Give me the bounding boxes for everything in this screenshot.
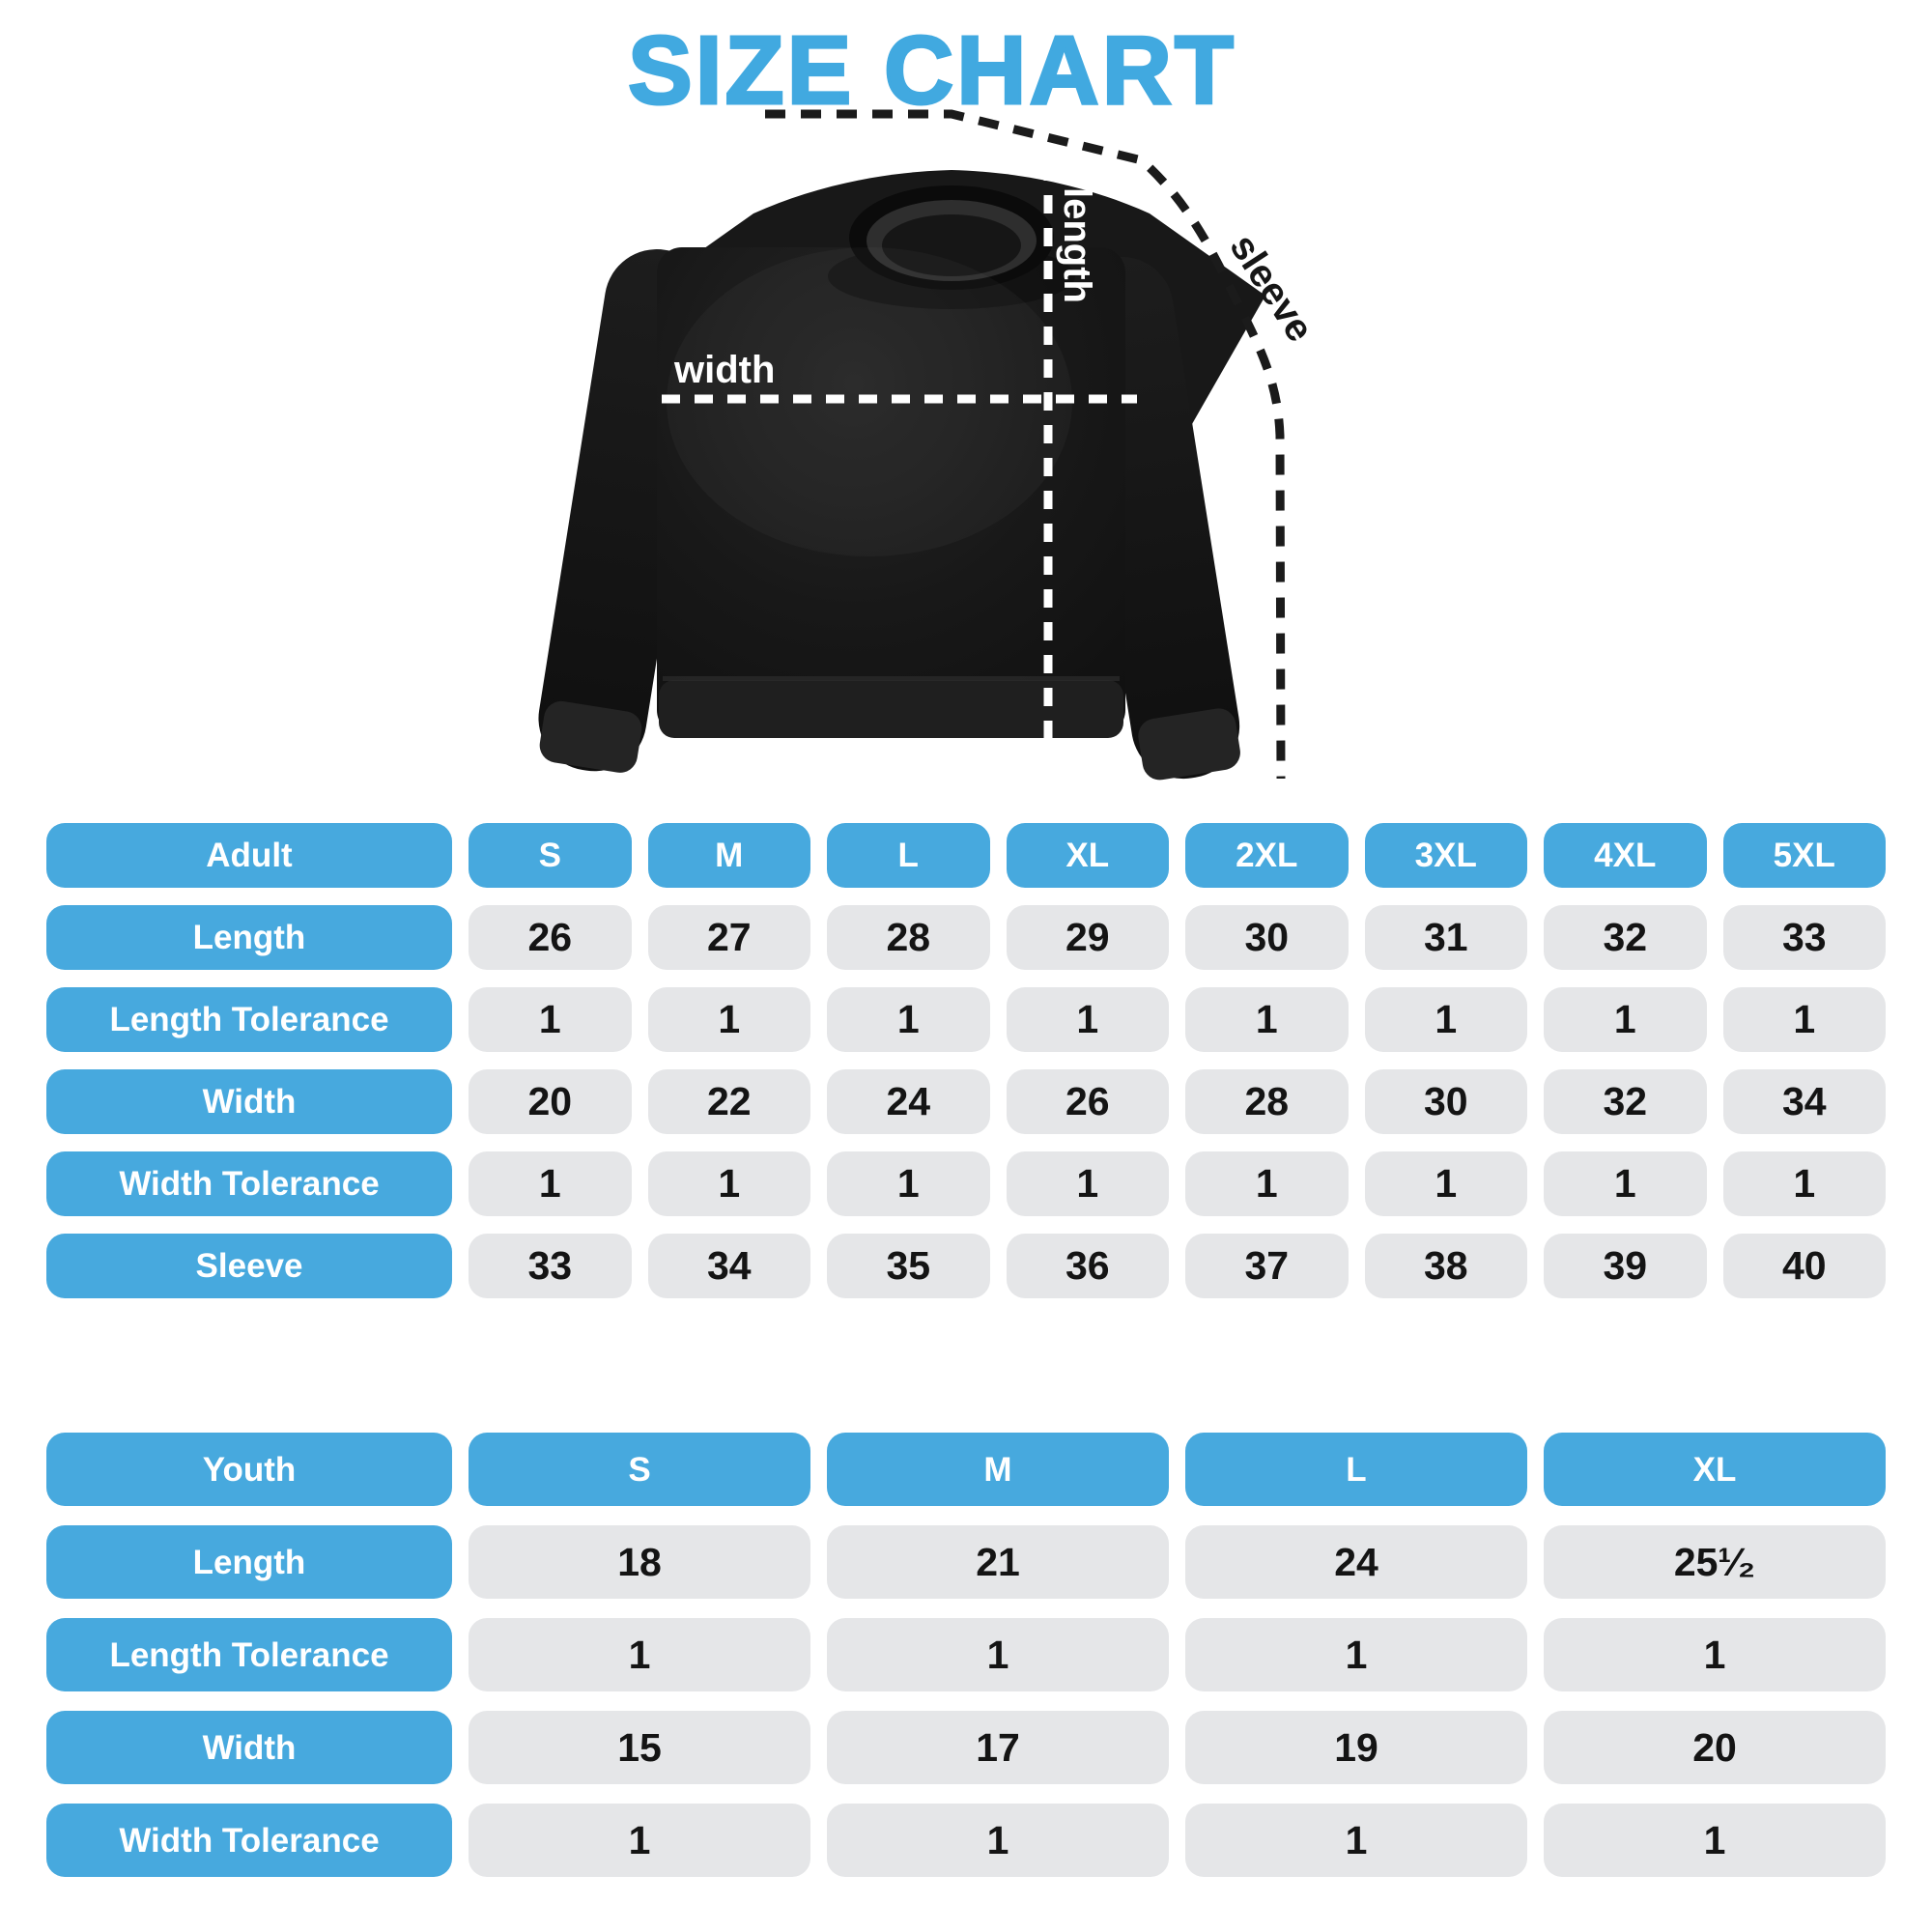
youth-size-table: Youth S M L XL Length 18 21 24 25¹⁄₂ Length Tolera… (46, 1433, 1886, 1877)
page-title: SIZE CHART (627, 15, 1236, 127)
size-value-cell: 17 (827, 1711, 1169, 1784)
size-column-header: XL (1544, 1433, 1886, 1506)
left-cuff (539, 700, 642, 773)
size-value-cell: 1 (1364, 1151, 1527, 1216)
size-value-cell: 1 (1185, 1618, 1527, 1691)
size-value-cell: 1 (1185, 1804, 1527, 1877)
size-value-cell: 1 (1364, 987, 1527, 1052)
hem-seam (663, 676, 1120, 681)
size-value-cell: 29 (1006, 905, 1169, 970)
size-value-cell: 1 (469, 1151, 632, 1216)
row-label: Width Tolerance (46, 1804, 452, 1877)
size-value-cell: 1 (827, 1804, 1169, 1877)
size-value-cell: 1 (1544, 1618, 1886, 1691)
size-column-header: XL (1006, 823, 1169, 888)
size-value-cell: 21 (827, 1525, 1169, 1599)
size-value-cell: 15 (469, 1711, 810, 1784)
size-column-header: M (827, 1433, 1169, 1506)
size-value-cell: 27 (647, 905, 810, 970)
size-value-cell: 25¹⁄₂ (1544, 1525, 1886, 1599)
size-value-cell: 1 (827, 1151, 990, 1216)
size-column-header: M (647, 823, 810, 888)
size-value-cell: 39 (1544, 1234, 1707, 1298)
size-value-cell: 1 (1722, 1151, 1886, 1216)
size-column-header: L (827, 823, 990, 888)
size-column-header: 4XL (1544, 823, 1707, 888)
size-value-cell: 24 (827, 1069, 990, 1134)
row-label: Length Tolerance (46, 1618, 452, 1691)
size-value-cell: 1 (827, 987, 990, 1052)
shirt-torso (657, 247, 1125, 735)
size-value-cell: 24 (1185, 1525, 1527, 1599)
table-title-cell: Adult (46, 823, 452, 888)
size-column-header: S (469, 823, 632, 888)
size-value-cell: 28 (1185, 1069, 1349, 1134)
row-label: Width (46, 1711, 452, 1784)
row-label: Width (46, 1069, 452, 1134)
size-value-cell: 1 (1722, 987, 1886, 1052)
size-value-cell: 1 (1544, 987, 1707, 1052)
size-value-cell: 34 (647, 1234, 810, 1298)
size-value-cell: 19 (1185, 1711, 1527, 1784)
size-value-cell: 1 (827, 1618, 1169, 1691)
size-value-cell: 26 (1006, 1069, 1169, 1134)
size-value-cell: 18 (469, 1525, 810, 1599)
right-cuff (1138, 708, 1240, 781)
row-label: Sleeve (46, 1234, 452, 1298)
size-value-cell: 1 (1544, 1804, 1886, 1877)
size-column-header: 5XL (1722, 823, 1886, 888)
size-value-cell: 1 (1185, 1151, 1349, 1216)
size-value-cell: 1 (647, 1151, 810, 1216)
size-value-cell: 28 (827, 905, 990, 970)
size-value-cell: 1 (647, 987, 810, 1052)
row-label: Length Tolerance (46, 987, 452, 1052)
size-value-cell: 20 (1544, 1711, 1886, 1784)
size-value-cell: 33 (1722, 905, 1886, 970)
size-value-cell: 40 (1722, 1234, 1886, 1298)
table-title-cell: Youth (46, 1433, 452, 1506)
size-value-cell: 35 (827, 1234, 990, 1298)
length-label: length (1056, 187, 1098, 303)
size-value-cell: 1 (1544, 1151, 1707, 1216)
size-value-cell: 1 (469, 1618, 810, 1691)
size-value-cell: 34 (1722, 1069, 1886, 1134)
sweatshirt-illustration: width length sleeve (538, 109, 1314, 781)
size-value-cell: 30 (1185, 905, 1349, 970)
size-value-cell: 1 (469, 1804, 810, 1877)
size-value-cell: 20 (469, 1069, 632, 1134)
row-label: Width Tolerance (46, 1151, 452, 1216)
shirt-hem-band (659, 680, 1123, 738)
size-column-header: 3XL (1364, 823, 1527, 888)
size-value-cell: 26 (469, 905, 632, 970)
size-value-cell: 37 (1185, 1234, 1349, 1298)
row-label: Length (46, 1525, 452, 1599)
size-column-header: S (469, 1433, 810, 1506)
sleeve-measure-line (765, 109, 1286, 780)
size-value-cell: 22 (647, 1069, 810, 1134)
size-value-cell: 36 (1006, 1234, 1169, 1298)
size-column-header: 2XL (1185, 823, 1349, 888)
size-column-header: L (1185, 1433, 1527, 1506)
size-value-cell: 30 (1364, 1069, 1527, 1134)
size-value-cell: 1 (1006, 987, 1169, 1052)
size-value-cell: 33 (469, 1234, 632, 1298)
size-value-cell: 1 (1006, 1151, 1169, 1216)
width-label: width (673, 349, 775, 391)
collar-inner (882, 214, 1021, 276)
size-value-cell: 1 (1185, 987, 1349, 1052)
size-value-cell: 1 (469, 987, 632, 1052)
size-value-cell: 31 (1364, 905, 1527, 970)
size-value-cell: 38 (1364, 1234, 1527, 1298)
adult-size-table: Adult S M L XL 2XL 3XL 4XL 5XL Length 26 27 28 29 30 31… (46, 823, 1886, 1298)
sweatshirt-diagram: width length sleeve (464, 102, 1314, 794)
size-value-cell: 32 (1544, 1069, 1707, 1134)
size-value-cell: 32 (1544, 905, 1707, 970)
row-label: Length (46, 905, 452, 970)
